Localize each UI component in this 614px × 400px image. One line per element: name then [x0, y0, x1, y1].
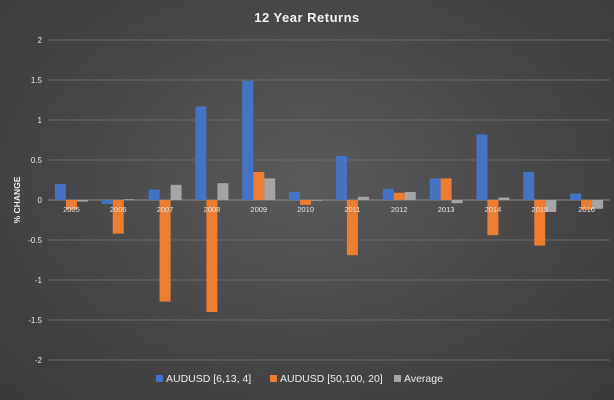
bar-2-2010	[300, 200, 312, 205]
bar-2-2009	[253, 172, 265, 200]
x-axis-categories: 2005 2006 2007 2008 2009 2010 2011 2012 2013 2014…	[63, 205, 595, 214]
legend-swatch	[394, 375, 401, 382]
bar-3-2013	[451, 200, 463, 204]
x-category-label: 2005	[63, 205, 80, 214]
bar-3-2015	[545, 200, 557, 212]
bar-1-2005	[54, 184, 66, 200]
bars	[54, 80, 604, 312]
x-category-label: 2015	[531, 205, 548, 214]
bar-3-2009	[264, 178, 276, 200]
legend-label: Average	[404, 373, 443, 385]
y-tick-label: 0.5	[31, 156, 43, 165]
bar-2-2012	[393, 192, 405, 200]
y-tick-label: 0	[38, 196, 43, 205]
y-tick-label: -1.5	[28, 316, 42, 325]
bar-2-2015	[534, 200, 546, 246]
bar-2-2005	[65, 200, 77, 210]
legend-label: AUDUSD [6,13, 4]	[166, 373, 251, 385]
bar-3-2006	[123, 199, 135, 200]
bar-2-2006	[112, 200, 124, 234]
bar-1-2016	[570, 193, 582, 200]
legend-label: AUDUSD [50,100, 20]	[280, 373, 383, 385]
x-category-label: 2012	[391, 205, 408, 214]
bar-1-2009	[242, 80, 254, 200]
chart-title: 12 Year Returns	[254, 10, 360, 25]
y-axis-title: % CHANGE	[12, 176, 22, 223]
bar-2-2007	[159, 200, 171, 302]
legend-item: Average	[394, 373, 443, 385]
x-category-label: 2010	[297, 205, 314, 214]
y-axis-ticks: 2 1.5 1 0.5 0 -0.5 -1 -1.5 -2	[28, 36, 42, 365]
bar-1-2008	[195, 106, 207, 200]
y-tick-label: 2	[38, 36, 43, 45]
bar-1-2010	[289, 192, 301, 200]
legend: AUDUSD [6,13, 4] AUDUSD [50,100, 20] Avera…	[156, 373, 443, 385]
y-tick-label: 1.5	[31, 76, 43, 85]
bar-1-2011	[335, 156, 347, 200]
x-category-label: 2014	[485, 205, 502, 214]
bar-2-2008	[206, 200, 218, 312]
y-tick-label: -2	[35, 356, 43, 365]
x-category-label: 2013	[438, 205, 455, 214]
bar-1-2013	[429, 178, 441, 200]
bar-1-2015	[523, 172, 535, 200]
x-category-label: 2011	[344, 205, 360, 214]
legend-item: AUDUSD [50,100, 20]	[270, 373, 383, 385]
bar-2-2013	[440, 178, 452, 200]
bar-3-2016	[592, 200, 604, 209]
x-category-label: 2008	[204, 205, 221, 214]
bar-2-2014	[487, 200, 499, 236]
bar-1-2012	[382, 188, 394, 200]
legend-swatch	[270, 375, 277, 382]
legend-item: AUDUSD [6,13, 4]	[156, 373, 251, 385]
bar-2-2011	[346, 200, 358, 256]
bar-2-2016	[581, 200, 593, 210]
x-category-label: 2009	[250, 205, 267, 214]
x-category-label: 2006	[110, 205, 127, 214]
y-tick-label: 1	[38, 116, 43, 125]
bar-1-2014	[476, 134, 488, 200]
bar-1-2006	[101, 200, 113, 204]
bar-1-2007	[148, 189, 160, 200]
legend-swatch	[156, 375, 163, 382]
bar-3-2007	[170, 184, 182, 200]
y-tick-label: -0.5	[28, 236, 42, 245]
bar-3-2011	[357, 196, 369, 200]
gridlines	[48, 39, 610, 361]
x-category-label: 2016	[578, 205, 595, 214]
bar-3-2005	[76, 200, 88, 202]
y-tick-label: -1	[35, 276, 43, 285]
bar-3-2012	[404, 192, 416, 200]
bar-3-2008	[217, 183, 229, 200]
bar-3-2014	[498, 197, 510, 200]
x-category-label: 2007	[157, 205, 174, 214]
bar-3-2010	[311, 200, 323, 201]
